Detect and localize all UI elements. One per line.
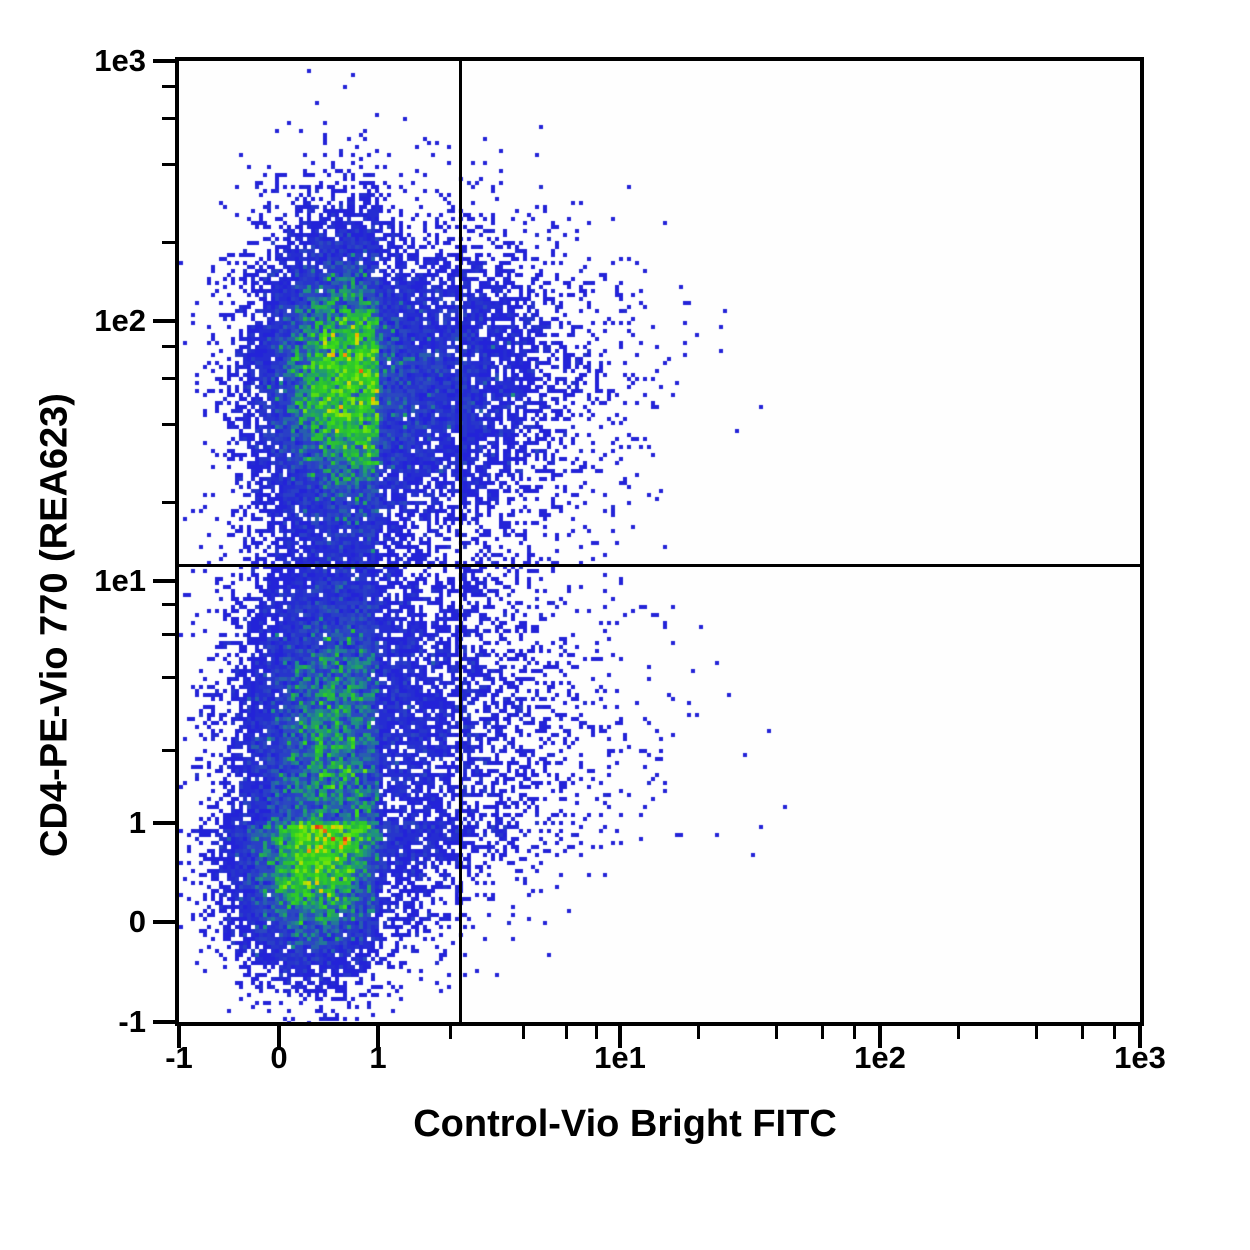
y-major-tick [153, 920, 175, 924]
x-minor-tick [1035, 1026, 1039, 1039]
x-tick-label-1e3: 1e3 [1114, 1040, 1166, 1075]
x-minor-tick [820, 1026, 824, 1039]
x-minor-tick [853, 1026, 857, 1039]
y-tick-label-1e3: 1e3 [94, 43, 146, 78]
x-minor-tick [1080, 1026, 1084, 1039]
y-tick-label-1e1: 1e1 [94, 563, 146, 598]
y-axis-title: CD4-PE-Vio 770 (REA623) [33, 393, 76, 857]
y-minor-tick [162, 675, 175, 679]
x-minor-tick [956, 1026, 960, 1039]
x-tick-label-1e2: 1e2 [854, 1040, 906, 1075]
y-minor-tick [162, 241, 175, 245]
y-tick-label-1e2: 1e2 [94, 303, 146, 338]
y-tick-label-1: 1 [128, 805, 146, 840]
x-major-tick [277, 1026, 281, 1048]
x-minor-tick [595, 1026, 599, 1039]
y-minor-tick [162, 344, 175, 348]
x-axis-title: Control-Vio Bright FITC [413, 1103, 837, 1145]
x-major-tick [376, 1026, 380, 1048]
x-minor-tick [522, 1026, 526, 1039]
y-major-tick [153, 319, 175, 323]
x-minor-tick [696, 1026, 700, 1039]
x-major-tick [177, 1026, 181, 1048]
y-minor-tick [162, 633, 175, 637]
x-major-tick [618, 1026, 622, 1048]
x-major-tick [878, 1026, 882, 1048]
y-minor-tick [162, 422, 175, 426]
y-minor-tick [162, 117, 175, 121]
x-minor-tick [1113, 1026, 1117, 1039]
quadrant-gate-horizontal-line[interactable] [179, 563, 1140, 567]
x-tick-label-1: 1 [369, 1040, 387, 1075]
y-minor-tick [162, 84, 175, 88]
x-tick-label--1: -1 [165, 1040, 193, 1075]
x-tick-label-1e1: 1e1 [594, 1040, 646, 1075]
x-major-tick [1138, 1026, 1142, 1048]
y-major-tick [153, 59, 175, 63]
y-major-tick [153, 1020, 175, 1024]
x-minor-tick [564, 1026, 568, 1039]
y-minor-tick [162, 377, 175, 381]
density-dot-canvas [179, 61, 1140, 1022]
y-major-tick [153, 821, 175, 825]
quadrant-gate-vertical-line[interactable] [459, 61, 463, 1022]
x-minor-tick [775, 1026, 779, 1039]
y-minor-tick [162, 748, 175, 752]
y-major-tick [153, 579, 175, 583]
y-minor-tick [162, 602, 175, 606]
y-minor-tick [162, 162, 175, 166]
x-tick-label-0: 0 [270, 1040, 288, 1075]
y-tick-label-0: 0 [128, 904, 146, 939]
y-tick-label--1: -1 [118, 1004, 146, 1039]
plot-area[interactable] [175, 57, 1144, 1026]
y-minor-tick [162, 501, 175, 505]
x-minor-tick [449, 1026, 453, 1039]
